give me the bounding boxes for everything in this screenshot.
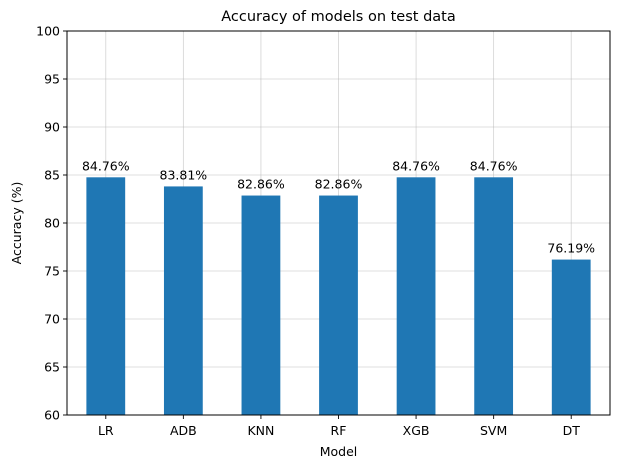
bars	[86, 177, 591, 415]
y-tick-label: 65	[44, 360, 60, 375]
bar-dt	[551, 259, 591, 415]
y-tick-label: 75	[44, 264, 60, 279]
data-label-lr: 84.76%	[82, 158, 130, 173]
y-axis-label: Accuracy (%)	[9, 182, 24, 265]
data-label-xgb: 84.76%	[392, 158, 440, 173]
bar-lr	[86, 177, 126, 415]
x-axis-ticks: LR ADB KNN RF XGB SVM DT	[98, 415, 580, 438]
x-axis-label: Model	[320, 444, 358, 459]
y-tick-label: 80	[44, 216, 60, 231]
x-tick-label-xgb: XGB	[403, 423, 430, 438]
x-tick-label-knn: KNN	[247, 423, 274, 438]
bar-knn	[241, 195, 281, 415]
y-tick-label: 95	[44, 72, 60, 87]
bar-adb	[163, 186, 203, 415]
x-tick-label-lr: LR	[98, 423, 114, 438]
chart-title: Accuracy of models on test data	[221, 9, 456, 25]
x-tick-label-dt: DT	[563, 423, 581, 438]
data-label-svm: 84.76%	[470, 158, 518, 173]
x-tick-label-svm: SVM	[480, 423, 507, 438]
x-tick-label-adb: ADB	[170, 423, 197, 438]
data-label-rf: 82.86%	[315, 177, 363, 192]
bar-svm	[474, 177, 514, 415]
bar-xgb	[396, 177, 436, 415]
y-tick-label: 70	[44, 312, 60, 327]
plot-frame	[66, 30, 611, 416]
x-tick-label-rf: RF	[331, 423, 347, 438]
data-label-adb: 83.81%	[160, 167, 208, 182]
y-tick-label: 100	[36, 24, 60, 39]
bar-rf	[319, 195, 358, 415]
data-label-dt: 76.19%	[547, 241, 595, 256]
y-tick-label: 60	[44, 408, 60, 423]
y-tick-label: 90	[44, 120, 60, 135]
data-label-knn: 82.86%	[237, 177, 285, 192]
data-labels: 84.76% 83.81% 82.86% 82.86% 84.76% 84.76% 76.1…	[82, 158, 595, 255]
y-axis-ticks: 60 65 70 75 80 85 90 95 100	[36, 24, 67, 423]
y-tick-label: 85	[44, 168, 60, 183]
